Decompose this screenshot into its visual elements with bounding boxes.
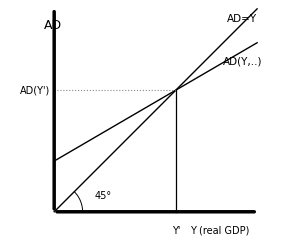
Text: Y': Y' [172,226,180,236]
Text: 45°: 45° [95,191,112,201]
Text: Y (real GDP): Y (real GDP) [190,225,249,235]
Text: AD(Y,..): AD(Y,..) [223,57,262,67]
Text: AD(Y'): AD(Y') [20,85,50,95]
Text: AD=Y: AD=Y [227,14,257,24]
Text: AD: AD [44,19,62,32]
